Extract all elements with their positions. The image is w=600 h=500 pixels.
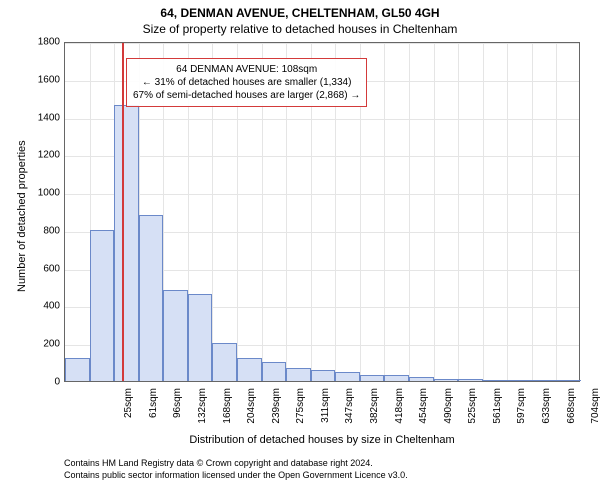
xtick-label: 61sqm [148,388,159,438]
histogram-bar [237,358,262,381]
histogram-bar [483,380,508,382]
histogram-bar [556,380,581,381]
ytick-label: 1600 [26,74,60,85]
histogram-bar [434,379,459,381]
xtick-label: 239sqm [271,388,282,438]
gridline-horizontal [65,119,579,120]
histogram-bar [163,290,188,381]
xtick-label: 454sqm [418,388,429,438]
xtick-label: 347sqm [344,388,355,438]
histogram-bar [311,370,336,381]
xtick-label: 204sqm [246,388,257,438]
ytick-label: 1200 [26,150,60,161]
histogram-bar [458,379,483,381]
histogram-bar [212,343,237,381]
annotation-box: 64 DENMAN AVENUE: 108sqm ← 31% of detach… [126,58,367,107]
annotation-line: 64 DENMAN AVENUE: 108sqm [133,63,360,76]
xtick-label: 668sqm [566,388,577,438]
histogram-bar [286,368,311,381]
xtick-label: 633sqm [541,388,552,438]
histogram-bar [409,377,434,381]
histogram-bar [139,215,164,381]
histogram-bar [262,362,287,381]
xtick-label: 704sqm [590,388,600,438]
histogram-bar [507,380,532,381]
gridline-vertical [409,43,410,381]
xtick-label: 168sqm [222,388,233,438]
xtick-label: 597sqm [516,388,527,438]
xtick-label: 132sqm [197,388,208,438]
xtick-label: 561sqm [492,388,503,438]
histogram-bar [335,372,360,381]
chart-subtitle: Size of property relative to detached ho… [0,20,600,36]
histogram-bar [360,375,385,381]
gridline-vertical [483,43,484,381]
ytick-label: 400 [26,301,60,312]
xtick-label: 96sqm [172,388,183,438]
ytick-label: 200 [26,339,60,350]
gridline-horizontal [65,43,579,44]
xtick-label: 490sqm [443,388,454,438]
gridline-vertical [384,43,385,381]
ytick-label: 600 [26,263,60,274]
histogram-bar [532,380,557,381]
xtick-label: 311sqm [320,388,331,438]
annotation-line: 67% of semi-detached houses are larger (… [133,89,360,102]
histogram-bar [114,105,139,381]
gridline-horizontal [65,194,579,195]
ytick-label: 800 [26,225,60,236]
gridline-vertical [434,43,435,381]
property-marker-line [122,43,124,381]
gridline-vertical [532,43,533,381]
annotation-line: ← 31% of detached houses are smaller (1,… [133,76,360,89]
footer-line: Contains HM Land Registry data © Crown c… [64,458,408,470]
xtick-label: 525sqm [467,388,478,438]
xtick-label: 382sqm [369,388,380,438]
ytick-label: 0 [26,377,60,388]
footer-line: Contains public sector information licen… [64,470,408,482]
histogram-bar [90,230,115,381]
histogram-bar [384,375,409,381]
xtick-label: 418sqm [394,388,405,438]
ytick-label: 1000 [26,188,60,199]
gridline-vertical [458,43,459,381]
gridline-vertical [556,43,557,381]
chart-title: 64, DENMAN AVENUE, CHELTENHAM, GL50 4GH [0,0,600,20]
xtick-label: 275sqm [295,388,306,438]
ytick-label: 1800 [26,37,60,48]
histogram-bar [188,294,213,381]
histogram-bar [65,358,90,381]
gridline-vertical [507,43,508,381]
attribution-footer: Contains HM Land Registry data © Crown c… [64,458,408,481]
xtick-label: 25sqm [123,388,134,438]
gridline-horizontal [65,156,579,157]
ytick-label: 1400 [26,112,60,123]
